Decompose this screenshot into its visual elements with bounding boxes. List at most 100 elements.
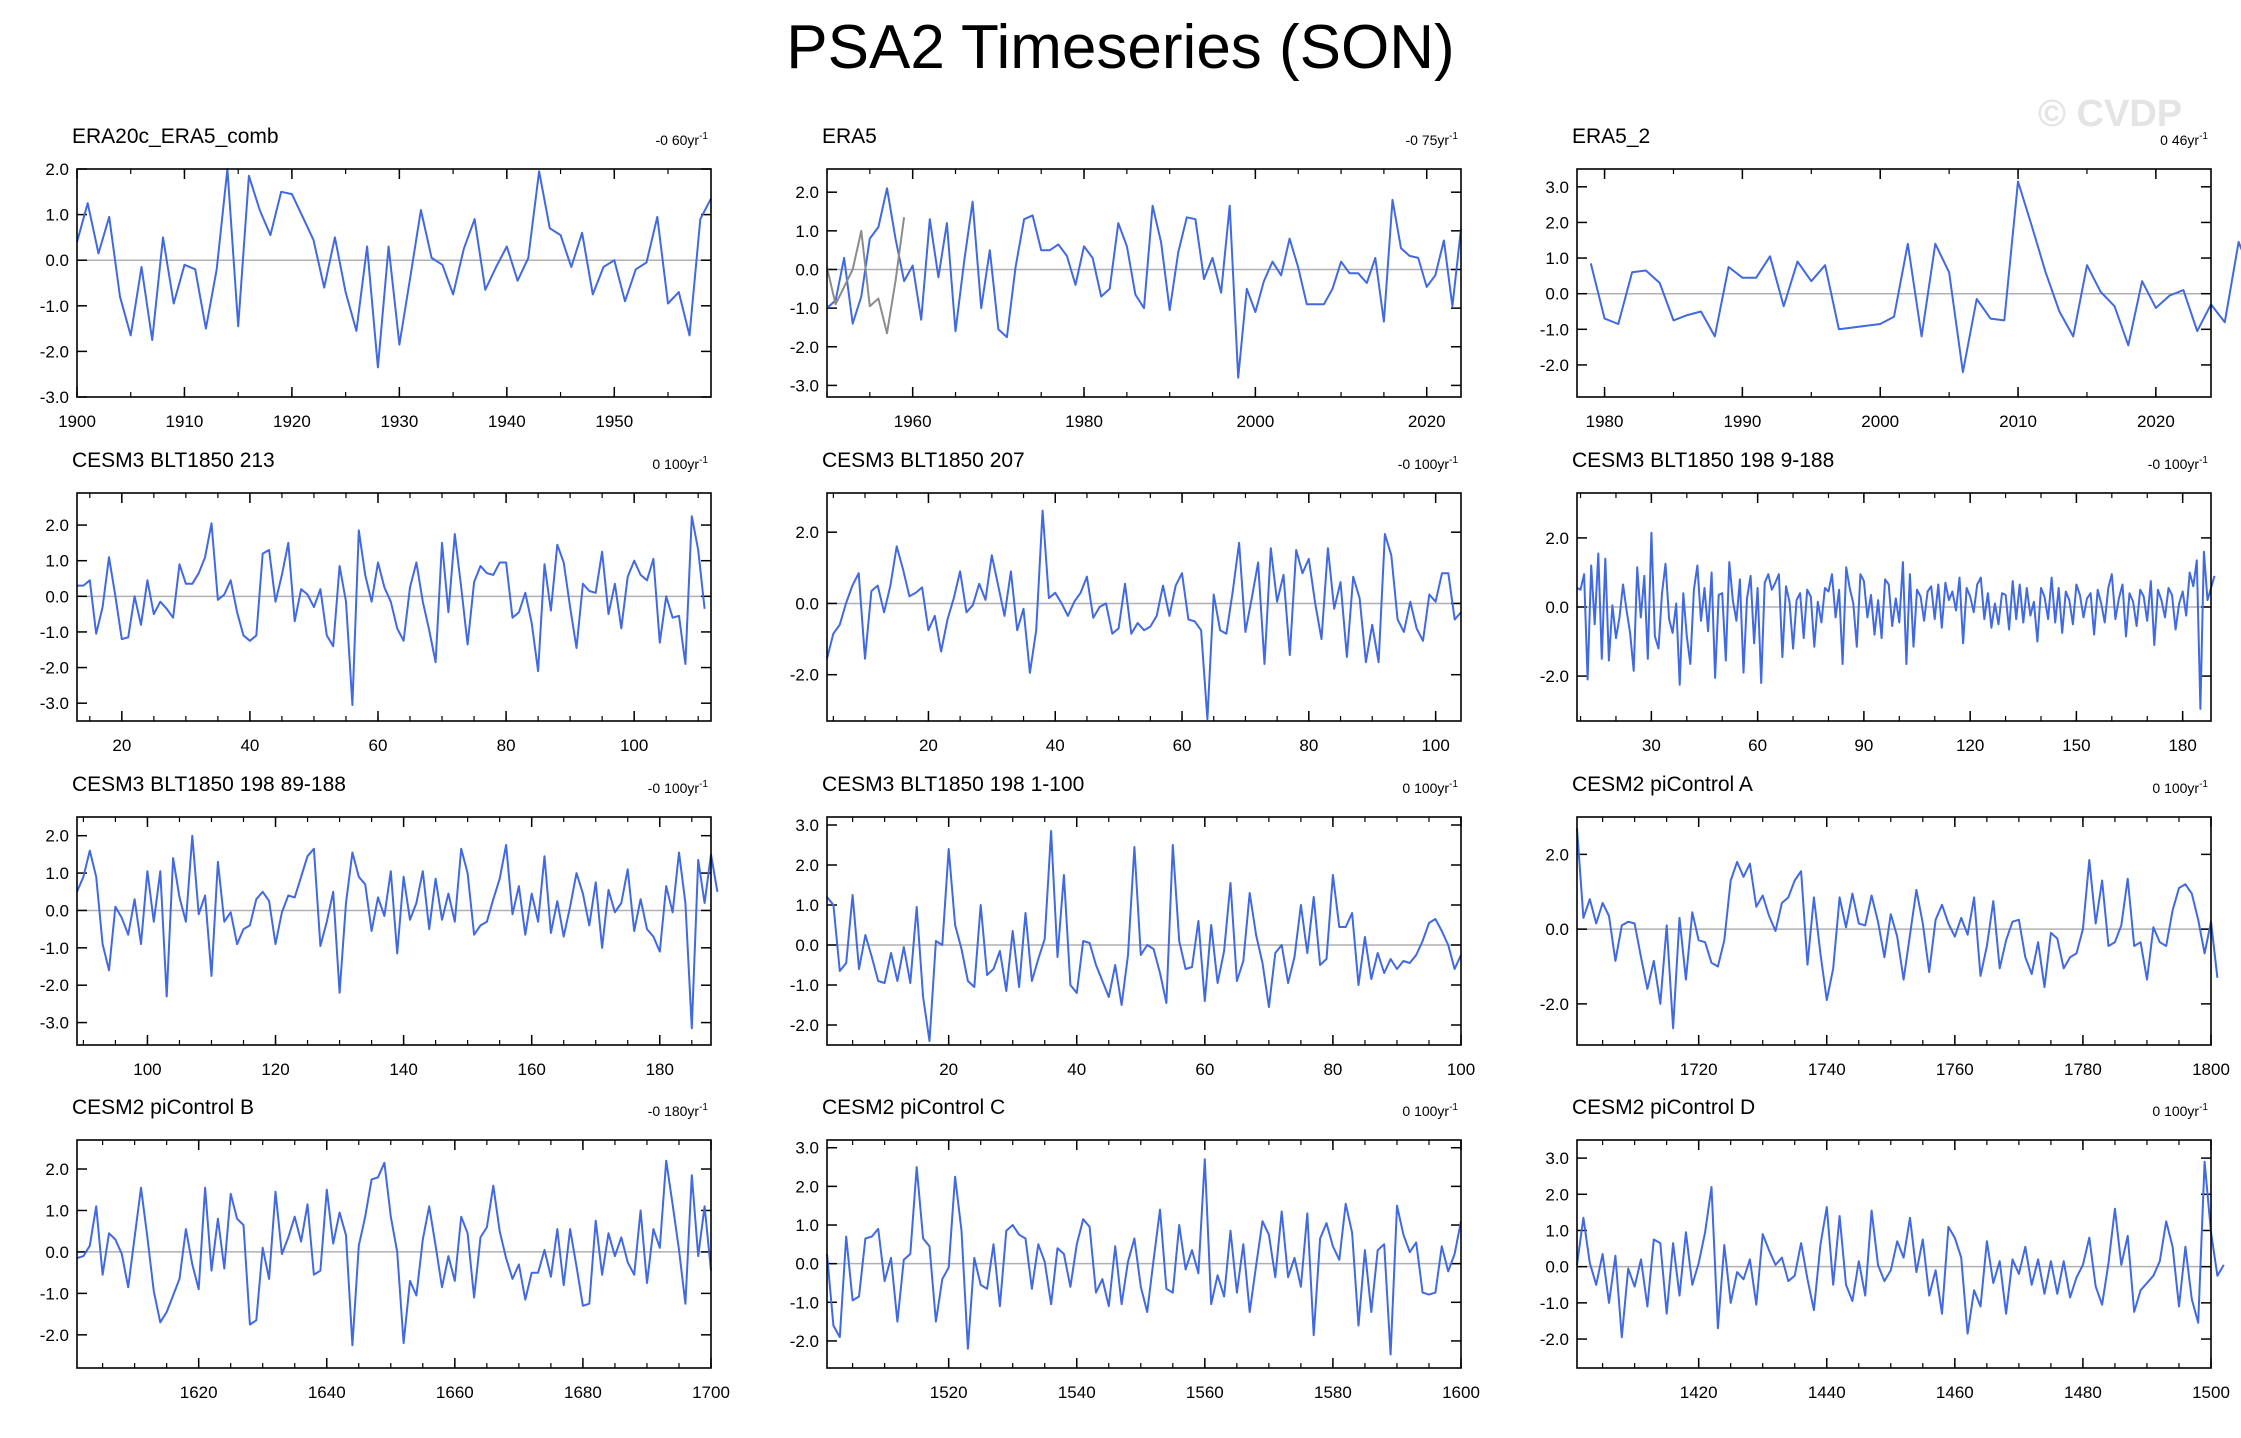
y-tick-label: -2.0 (790, 1016, 819, 1035)
y-tick-label: -1.0 (790, 976, 819, 995)
x-tick-label: 180 (646, 1060, 674, 1079)
plot-frame (76, 816, 712, 1046)
panel-title: CESM3 BLT1850 213 (72, 449, 275, 472)
plot-frame (826, 1139, 1462, 1369)
x-tick-label: 100 (133, 1060, 161, 1079)
x-tick-label: 1700 (692, 1383, 730, 1402)
y-tick-label: 3.0 (1545, 1149, 1569, 1168)
series-line (1576, 828, 2219, 1030)
plot-frame (1576, 168, 2212, 398)
y-tick-label: -1.0 (790, 1293, 819, 1312)
panel: CESM2 piControl C 0 100yr-1 3.0 2.0 1.0 0.0 -1… (790, 1096, 1480, 1402)
y-tick-label: -2.0 (1540, 356, 1569, 375)
series-line (826, 1158, 1462, 1356)
y-tick-label: 3.0 (795, 816, 819, 835)
y-tick-label: 3.0 (795, 1139, 819, 1158)
y-tick-label: -2.0 (40, 1326, 69, 1345)
x-tick-label: 1640 (308, 1383, 346, 1402)
trend-label: 0 100yr-1 (2152, 1102, 2208, 1119)
y-tick-label: 1.0 (45, 206, 69, 225)
x-tick-label: 1580 (1314, 1383, 1352, 1402)
x-tick-label: 1460 (1936, 1383, 1974, 1402)
x-tick-label: 1940 (488, 412, 526, 431)
trend-label: -0 100yr-1 (648, 779, 709, 796)
plot-frame (76, 1139, 712, 1369)
panel: ERA5 -0 75yr-1 2.0 1.0 0.0 -1.0 -2.0 -3.0 1960 19… (790, 125, 1462, 431)
series-line (1576, 531, 2216, 710)
series-line (826, 187, 1462, 379)
y-tick-label: -2.0 (40, 659, 69, 678)
y-tick-label: 2.0 (1545, 529, 1569, 548)
y-tick-label: -1.0 (40, 297, 69, 316)
y-tick-label: -2.0 (1540, 1330, 1569, 1349)
y-tick-label: 1.0 (795, 222, 819, 241)
x-tick-label: 80 (1323, 1060, 1342, 1079)
x-tick-label: 1950 (595, 412, 633, 431)
page-title: PSA2 Timeseries (SON) (786, 13, 1455, 82)
y-tick-label: 2.0 (795, 856, 819, 875)
x-tick-label: 1540 (1058, 1383, 1096, 1402)
trend-label: -0 100yr-1 (1398, 455, 1459, 472)
y-tick-label: 0.0 (1545, 1258, 1569, 1277)
y-tick-label: -1.0 (790, 299, 819, 318)
y-tick-label: 0.0 (45, 1243, 69, 1262)
x-tick-label: 1990 (1723, 412, 1761, 431)
x-tick-label: 120 (1956, 736, 1984, 755)
y-tick-label: 0.0 (45, 251, 69, 270)
x-tick-label: 2010 (1999, 412, 2037, 431)
panel-title: CESM2 piControl C (822, 1096, 1005, 1119)
x-tick-label: 60 (1748, 736, 1767, 755)
y-tick-label: 2.0 (1545, 213, 1569, 232)
panel: CESM2 piControl B -0 180yr-1 2.0 1.0 0.0 -1.0… (40, 1096, 730, 1402)
x-tick-label: 1740 (1808, 1060, 1846, 1079)
y-tick-label: 0.0 (795, 594, 819, 613)
panel: CESM2 piControl A 0 100yr-1 2.0 0.0 -2.0 1720… (1540, 773, 2230, 1079)
y-tick-label: -1.0 (1540, 1294, 1569, 1313)
panel: ERA5_2 0 46yr-1 3.0 2.0 1.0 0.0 -1.0 -2.0 1980 19… (1540, 125, 2241, 431)
x-tick-label: 20 (919, 736, 938, 755)
y-tick-label: -3.0 (790, 376, 819, 395)
trend-label: 0 46yr-1 (2160, 131, 2208, 148)
y-tick-label: 2.0 (795, 523, 819, 542)
y-tick-label: -2.0 (1540, 667, 1569, 686)
y-tick-label: -2.0 (40, 976, 69, 995)
series-line (76, 168, 712, 369)
x-tick-label: 180 (2168, 736, 2196, 755)
x-tick-label: 80 (1299, 736, 1318, 755)
x-tick-label: 1440 (1808, 1383, 1846, 1402)
x-tick-label: 100 (1421, 736, 1449, 755)
panel: CESM3 BLT1850 198 1-100 0 100yr-1 3.0 2.0 1.… (790, 773, 1475, 1079)
panel: CESM3 BLT1850 198 9-188 -0 100yr-1 2.0 0.0 -… (1540, 449, 2216, 755)
x-tick-label: 2020 (1408, 412, 1446, 431)
panel: CESM3 BLT1850 198 89-188 -0 100yr-1 2.0 1.0… (40, 773, 719, 1079)
panel-title: ERA5 (822, 125, 877, 148)
x-tick-label: 40 (240, 736, 259, 755)
y-tick-label: 2.0 (45, 1160, 69, 1179)
x-tick-label: 1560 (1186, 1383, 1224, 1402)
y-tick-label: -2.0 (40, 342, 69, 361)
trend-label: -0 100yr-1 (2148, 455, 2209, 472)
y-tick-label: -1.0 (1540, 320, 1569, 339)
panel: CESM3 BLT1850 207 -0 100yr-1 2.0 0.0 -2.0 20 4… (790, 449, 1462, 755)
x-tick-label: 140 (389, 1060, 417, 1079)
y-tick-label: 0.0 (45, 901, 69, 920)
trend-label: 0 100yr-1 (2152, 779, 2208, 796)
x-tick-label: 80 (497, 736, 516, 755)
watermark: © CVDP (2038, 93, 2183, 135)
series-line (1589, 180, 2241, 374)
x-tick-label: 1420 (1680, 1383, 1718, 1402)
panel-title: CESM2 piControl B (72, 1096, 254, 1119)
x-tick-label: 90 (1854, 736, 1873, 755)
series-line (826, 830, 1462, 1042)
y-tick-label: 1.0 (45, 864, 69, 883)
y-tick-label: 2.0 (45, 516, 69, 535)
x-tick-label: 1920 (273, 412, 311, 431)
y-tick-label: 0.0 (1545, 920, 1569, 939)
x-tick-label: 150 (2062, 736, 2090, 755)
panel-title: CESM3 BLT1850 198 89-188 (72, 773, 346, 796)
trend-label: 0 100yr-1 (652, 455, 708, 472)
plot-frame (1576, 816, 2212, 1046)
panel-title: ERA20c_ERA5_comb (72, 125, 279, 148)
x-tick-label: 2020 (2137, 412, 2175, 431)
